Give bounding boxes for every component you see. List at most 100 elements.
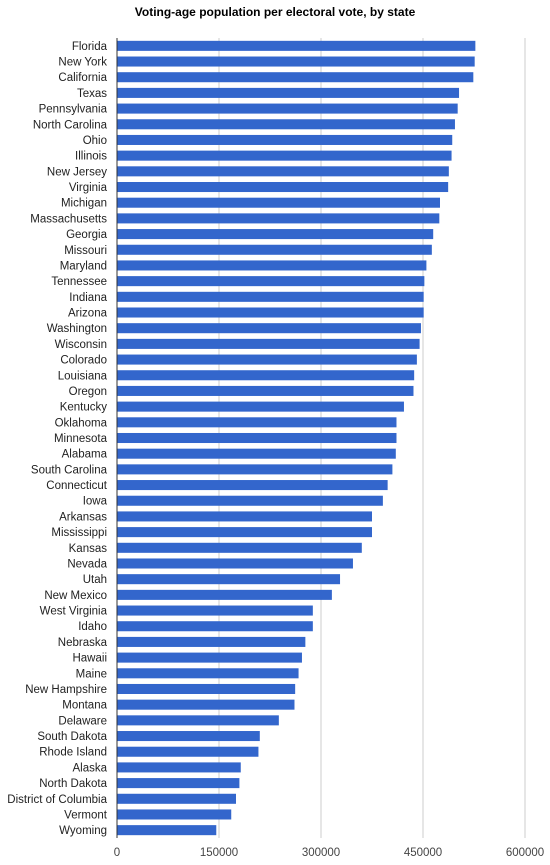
bar	[117, 401, 404, 412]
bar	[117, 385, 414, 396]
bar	[117, 338, 420, 349]
bar	[117, 166, 449, 177]
bar	[117, 574, 341, 585]
bar	[117, 448, 396, 459]
x-axis-tick-labels: 0 150000 300000 450000 600000	[114, 847, 544, 859]
category-label: New York	[58, 57, 107, 69]
category-label: Nebraska	[58, 637, 108, 649]
category-label: Delaware	[58, 715, 107, 727]
bar	[117, 417, 397, 428]
bar	[117, 511, 372, 522]
bar	[117, 323, 421, 334]
bar	[117, 103, 458, 114]
bar	[117, 291, 424, 302]
category-label: Louisiana	[58, 370, 108, 382]
category-label: New Jersey	[47, 166, 107, 178]
bar	[117, 56, 475, 67]
bar	[117, 825, 217, 836]
category-label: New Mexico	[44, 590, 107, 602]
bar	[117, 558, 353, 569]
category-label: Kentucky	[60, 402, 108, 414]
bar	[117, 464, 393, 475]
category-label: Pennsylvania	[39, 104, 108, 116]
category-label: Minnesota	[54, 433, 108, 445]
bar	[117, 542, 362, 553]
category-label: New Hampshire	[25, 684, 107, 696]
category-label: Indiana	[69, 292, 107, 304]
category-label: West Virginia	[40, 606, 108, 618]
bar	[117, 731, 260, 742]
bar	[117, 715, 279, 726]
category-label: Maryland	[60, 260, 107, 272]
category-label: Illinois	[75, 151, 107, 163]
bar	[117, 762, 241, 773]
category-label: Virginia	[69, 182, 108, 194]
bar	[117, 636, 306, 647]
x-tick-label: 300000	[302, 847, 340, 859]
bar	[117, 307, 424, 318]
category-label: Georgia	[66, 229, 108, 241]
bar	[117, 746, 259, 757]
category-label: North Dakota	[39, 778, 107, 790]
category-label: Connecticut	[46, 480, 108, 492]
category-label: South Dakota	[37, 731, 107, 743]
category-label: Maine	[76, 668, 107, 680]
category-label: Utah	[83, 574, 107, 586]
category-label: Michigan	[61, 198, 107, 210]
category-label: Oregon	[69, 386, 107, 398]
category-label: Arkansas	[59, 511, 107, 523]
bar	[117, 40, 476, 51]
category-label: Ohio	[83, 135, 107, 147]
bar	[117, 432, 397, 444]
category-label: Nevada	[67, 558, 107, 570]
category-label: Texas	[77, 88, 107, 100]
x-tick-label: 600000	[506, 847, 544, 859]
bar	[117, 605, 313, 616]
category-label: Tennessee	[51, 276, 107, 288]
bar	[117, 197, 440, 208]
category-label: North Carolina	[33, 119, 108, 131]
bar	[117, 480, 388, 491]
bar	[117, 699, 295, 710]
bar	[117, 778, 240, 789]
bar	[117, 260, 427, 271]
category-label: Massachusetts	[30, 213, 107, 225]
bar	[117, 527, 372, 538]
category-label: Alabama	[62, 449, 108, 461]
category-label: South Carolina	[31, 464, 108, 476]
bars	[117, 40, 476, 836]
category-label: Rhode Island	[39, 747, 107, 759]
category-label: Montana	[62, 700, 107, 712]
category-label: Mississippi	[51, 527, 107, 539]
category-label: California	[58, 72, 107, 84]
x-tick-label: 450000	[404, 847, 442, 859]
bar	[117, 87, 460, 98]
category-label: Vermont	[64, 809, 108, 821]
bar	[117, 370, 415, 381]
category-label: Wisconsin	[55, 339, 107, 351]
bar	[117, 134, 453, 145]
bar	[117, 276, 425, 287]
x-tick-label: 150000	[200, 847, 238, 859]
category-label: Hawaii	[72, 653, 107, 665]
bar	[117, 182, 449, 193]
category-label: Alaska	[72, 762, 107, 774]
bar	[117, 244, 432, 255]
bar	[117, 809, 232, 820]
bar	[117, 229, 434, 240]
bar	[117, 589, 332, 600]
bar	[117, 150, 452, 161]
bar	[117, 652, 302, 663]
x-tick-label: 0	[114, 847, 120, 859]
category-labels: Florida New York California Texas Pennsylvan…	[7, 41, 108, 837]
bar	[117, 621, 313, 632]
bar	[117, 213, 440, 224]
chart-title: Voting-age population per electoral vote…	[135, 5, 416, 19]
bar	[117, 72, 474, 83]
bar	[117, 683, 296, 694]
bar	[117, 495, 383, 506]
bar	[117, 119, 455, 130]
category-label: District of Columbia	[7, 794, 107, 806]
category-label: Colorado	[60, 355, 107, 367]
